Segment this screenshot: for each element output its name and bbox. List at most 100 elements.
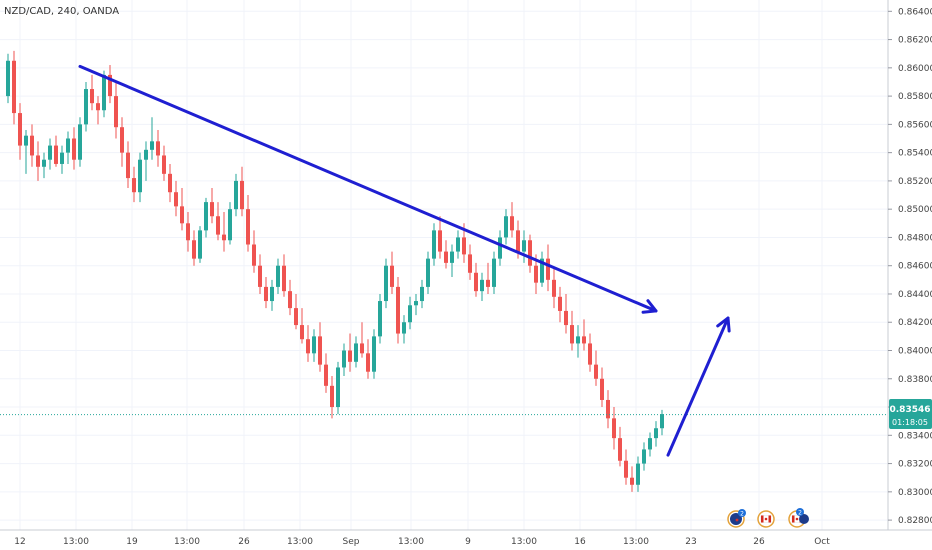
candle (636, 456, 640, 492)
candle (36, 141, 40, 181)
time-tick-label: Sep (343, 537, 360, 547)
candle-body (582, 336, 586, 344)
price-tick-label: 0.85800 (898, 92, 932, 102)
candle (162, 145, 166, 181)
symbol-title[interactable]: NZD/CAD, 240, OANDA (4, 6, 119, 17)
candle-body (360, 343, 364, 354)
candle (348, 333, 352, 372)
time-tick-label: 23 (685, 537, 696, 547)
candle (120, 117, 124, 167)
economic-events[interactable]: 2 2 (727, 508, 809, 528)
time-tick-label: 19 (126, 537, 138, 547)
time-tick-label: 13:00 (398, 537, 424, 547)
candle-body (234, 180, 238, 210)
candle-body (36, 155, 40, 167)
candle-body (534, 265, 538, 283)
candle-body (252, 244, 256, 266)
price-tick-label: 0.83400 (898, 431, 932, 441)
candle-body (102, 74, 106, 111)
candle (150, 117, 154, 160)
canada-flag-icon[interactable] (757, 510, 775, 528)
candle-body (264, 286, 268, 302)
candle-body (156, 141, 160, 156)
candle (474, 262, 478, 297)
candle (498, 230, 502, 266)
nz-flag-icon[interactable]: 2 (727, 509, 746, 528)
candle-body (216, 216, 220, 235)
projection-arrow[interactable] (666, 316, 730, 457)
candle-body (120, 127, 124, 153)
candle-body (462, 237, 466, 255)
candle-body (72, 138, 76, 160)
candle-body (660, 414, 664, 429)
candle (384, 258, 388, 309)
candle-body (54, 145, 58, 164)
candle-body (282, 265, 286, 292)
candle-body (138, 159, 142, 193)
candle-body (246, 209, 250, 245)
candle (276, 258, 280, 294)
candle (252, 230, 256, 273)
candle-body (276, 265, 280, 287)
candle-body (144, 149, 148, 160)
candle-series[interactable] (6, 50, 664, 492)
candle (216, 202, 220, 241)
candle-body (228, 209, 232, 241)
time-tick-label: 13:00 (174, 537, 200, 547)
candle-body (186, 223, 190, 241)
candle (582, 319, 586, 351)
candle (600, 367, 604, 408)
candle (228, 202, 232, 245)
time-tick-label: 12 (14, 537, 25, 547)
bar-countdown-label: 01:18:05 (892, 418, 928, 427)
trendline[interactable] (78, 64, 658, 313)
candle-body (294, 308, 298, 326)
candle (234, 173, 238, 217)
candle (300, 308, 304, 344)
candle-body (210, 202, 214, 217)
candle (522, 230, 526, 263)
price-tick-label: 0.84800 (898, 233, 932, 243)
time-axis[interactable]: 12 13:00 19 13:00 26 13:00 Sep 13:00 9 13:00 16 13:… (14, 537, 830, 547)
candle-body (426, 258, 430, 287)
candle-body (6, 60, 10, 97)
candle (564, 293, 568, 334)
candle (372, 329, 376, 379)
candle (390, 251, 394, 294)
price-tick-label: 0.86200 (898, 36, 932, 46)
canada-flag-icon[interactable]: 2 (788, 508, 809, 528)
candle-body (510, 216, 514, 231)
candle (84, 81, 88, 132)
candle (66, 131, 70, 164)
candle-body (654, 428, 658, 439)
drawings-layer[interactable] (78, 64, 731, 457)
time-tick-label: 26 (238, 537, 250, 547)
event-count-label: 2 (798, 510, 802, 517)
candle-body (450, 251, 454, 263)
candle (576, 325, 580, 358)
candle (6, 53, 10, 104)
candle (378, 293, 382, 344)
candle (102, 70, 106, 118)
current-price-badge: 0.83546 01:18:05 (889, 399, 932, 429)
price-tick-label: 0.82800 (898, 516, 932, 526)
price-tick-label: 0.85000 (898, 205, 932, 215)
candle (420, 279, 424, 309)
candle-body (630, 477, 634, 485)
candle-body (618, 438, 622, 461)
candle (342, 343, 346, 376)
candle-body (456, 237, 460, 252)
nz-flag-icon (799, 514, 809, 524)
time-tick-label: 13:00 (511, 537, 537, 547)
candle-body (384, 265, 388, 302)
candle-body (528, 240, 532, 266)
price-tick-label: 0.85600 (898, 120, 932, 130)
candle-body (588, 343, 592, 365)
candle (198, 226, 202, 263)
candle-body (564, 310, 568, 326)
candle-body (408, 305, 412, 323)
candle (186, 212, 190, 252)
candle-body (648, 438, 652, 450)
candle (480, 272, 484, 302)
